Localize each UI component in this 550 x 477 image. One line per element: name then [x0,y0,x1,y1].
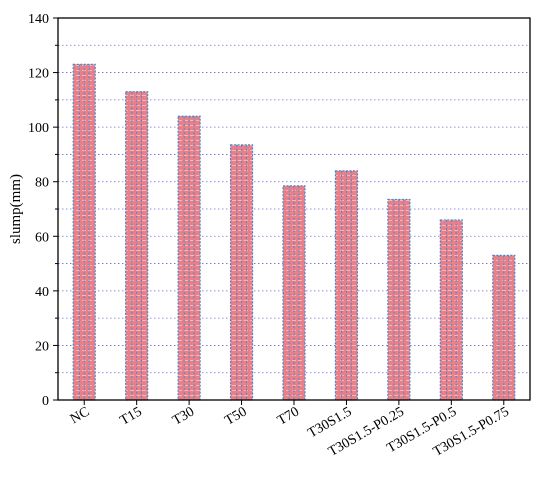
bar-body [334,170,359,401]
bar [282,185,306,401]
bars [72,63,516,401]
y-tick-label: 0 [42,394,49,409]
bar [125,91,149,401]
bar [229,144,254,401]
x-tick-label: T70 [275,404,302,428]
bar-body [125,91,149,401]
x-tick-label: T15 [118,404,145,428]
y-tick-label: 80 [35,176,49,191]
x-tick-label: T50 [223,404,250,428]
x-tick-label: NC [68,404,92,427]
y-tick-label: 20 [35,339,49,354]
bar [439,219,463,401]
y-tick-label: 100 [28,121,49,136]
y-tick-label: 140 [28,12,49,27]
bar [177,115,201,401]
y-tick-label: 120 [28,67,49,82]
bar [72,63,96,401]
y-tick-label: 40 [35,285,49,300]
bar [492,254,516,401]
y-tick-label: 60 [35,230,49,245]
bar [387,198,411,401]
bar [334,170,359,401]
y-axis-title: slump(mm) [8,174,24,244]
x-tick-label: T30 [170,404,197,428]
